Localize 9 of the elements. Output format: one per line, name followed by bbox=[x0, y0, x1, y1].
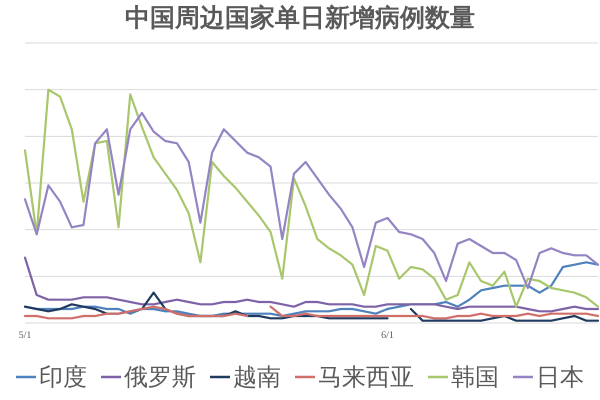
x-tick-label: 5/1 bbox=[18, 330, 32, 342]
legend-label: 越南 bbox=[233, 362, 281, 393]
legend-label: 日本 bbox=[536, 362, 584, 393]
legend-label: 马来西亚 bbox=[318, 362, 414, 393]
legend-label: 韩国 bbox=[451, 362, 499, 393]
legend-label: 俄罗斯 bbox=[124, 362, 196, 393]
x-tick-label: 6/1 bbox=[381, 330, 394, 342]
legend-label: 印度 bbox=[39, 362, 87, 393]
chart-title: 中国周边国家单日新增病例数量 bbox=[124, 2, 476, 34]
